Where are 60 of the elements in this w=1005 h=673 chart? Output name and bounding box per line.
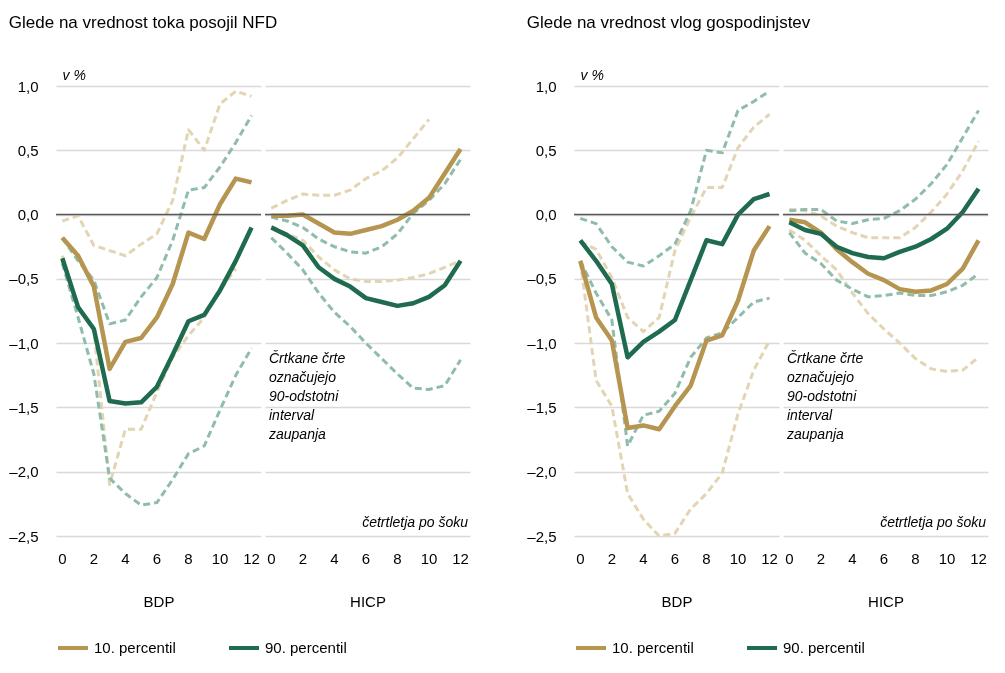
x-tick-label: 6 — [670, 550, 680, 567]
annotation: Črtkane črte označujejo 90-odstotni interval zaupanja — [268, 349, 346, 442]
y-axis-title: v % — [62, 66, 86, 83]
chart-title: Glede na vrednost toka posojil NFD — [8, 13, 278, 32]
y-tick-label: 1,0 — [535, 77, 557, 95]
x-tick-label: 10 — [211, 550, 229, 567]
x-tick-label: 4 — [121, 550, 130, 567]
x-tick-label: 0 — [785, 550, 794, 567]
x-tick-label: 12 — [970, 550, 987, 567]
y-tick-label: 0,0 — [535, 206, 557, 224]
x-axis-title: HICP — [868, 592, 904, 610]
x-tick-label: 2 — [607, 550, 617, 567]
x-tick-label: 2 — [816, 550, 826, 567]
x-tick-label: 8 — [911, 550, 920, 567]
x-axis-title: HICP — [350, 592, 386, 610]
x-tick-label: 0 — [576, 550, 585, 567]
x-tick-label: 6 — [152, 550, 162, 567]
x-tick-label: 0 — [58, 550, 67, 567]
x-tick-label: 12 — [761, 550, 778, 567]
x-tick-label: 10 — [420, 550, 438, 567]
x-tick-label: 10 — [938, 550, 956, 567]
x-tick-label: 8 — [702, 550, 711, 567]
annotation: Črtkane črte označujejo 90-odstotni interval zaupanja — [786, 349, 864, 442]
x-tick-label: 12 — [243, 550, 260, 567]
x-tick-label: 10 — [729, 550, 747, 567]
x-axis-title: BDP — [143, 592, 175, 610]
y-tick-label: –2,0 — [527, 463, 557, 481]
y-tick-label: –1,0 — [527, 334, 557, 352]
annotation: četrtletja po šoku — [362, 514, 469, 530]
y-tick-label: 0,5 — [17, 141, 39, 159]
x-tick-label: 6 — [879, 550, 889, 567]
x-tick-label: 4 — [330, 550, 339, 567]
y-tick-label: 0,0 — [17, 206, 39, 224]
y-tick-label: –0,5 — [9, 270, 39, 288]
y-tick-label: –1,0 — [9, 334, 39, 352]
legend-label: 90. percentil — [783, 639, 865, 656]
x-axis-title: BDP — [661, 592, 693, 610]
x-tick-label: 8 — [184, 550, 193, 567]
x-tick-label: 2 — [298, 550, 308, 567]
x-tick-label: 6 — [361, 550, 371, 567]
legend-label: 90. percentil — [265, 639, 347, 656]
y-tick-label: –2,5 — [9, 527, 39, 545]
chart-title: Glede na vrednost vlog gospodinjstev — [526, 13, 811, 32]
y-tick-label: 0,5 — [535, 141, 557, 159]
y-tick-label: –1,5 — [527, 398, 557, 416]
legend-label: 10. percentil — [612, 639, 694, 656]
x-tick-label: 4 — [848, 550, 857, 567]
x-tick-label: 2 — [89, 550, 99, 567]
y-tick-label: –1,5 — [9, 398, 39, 416]
y-axis-title: v % — [580, 66, 604, 83]
x-tick-label: 4 — [639, 550, 648, 567]
x-tick-label: 0 — [267, 550, 276, 567]
annotation: četrtletja po šoku — [880, 514, 987, 530]
y-tick-label: 1,0 — [17, 77, 39, 95]
y-tick-label: –2,5 — [527, 527, 557, 545]
x-tick-label: 12 — [452, 550, 469, 567]
y-tick-label: –0,5 — [527, 270, 557, 288]
x-tick-label: 8 — [393, 550, 402, 567]
y-tick-label: –2,0 — [9, 463, 39, 481]
legend-label: 10. percentil — [94, 639, 176, 656]
